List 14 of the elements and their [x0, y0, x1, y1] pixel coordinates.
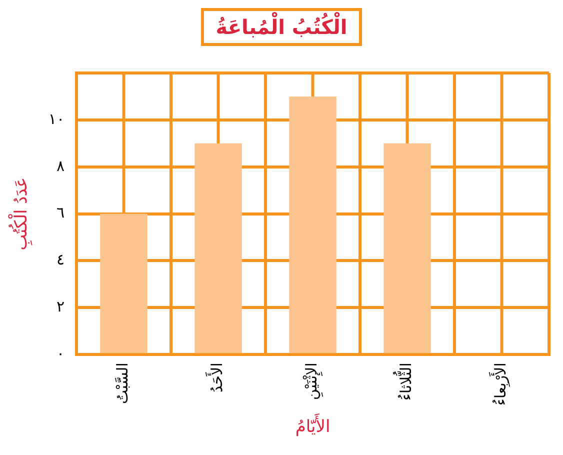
- y-tick-label: ١٠: [48, 110, 65, 128]
- y-axis-title: عَدَدُ الْكُتُبِ: [8, 177, 33, 250]
- x-tick-label: الثُّلاثاءُ: [392, 362, 416, 401]
- x-tick-label: الأَحَدُ: [205, 362, 226, 392]
- x-tick-label: الإِثْنَيْنِ: [302, 362, 324, 400]
- y-tick-label: ٦: [56, 204, 65, 222]
- x-tick-label: الأَرْبِعاءُ: [488, 362, 512, 406]
- x-axis-title: الأَيّامُ: [295, 412, 330, 438]
- y-tick-label: ٠: [56, 344, 65, 362]
- y-tick-label: ٤: [56, 250, 65, 269]
- y-tick-label: ٨: [56, 156, 65, 175]
- y-tick-label: ٢: [56, 298, 65, 316]
- chart-title: الْكُتُبُ الْمُباعَةُ: [200, 8, 362, 46]
- x-tick-label: السَّبْتُ: [114, 362, 132, 404]
